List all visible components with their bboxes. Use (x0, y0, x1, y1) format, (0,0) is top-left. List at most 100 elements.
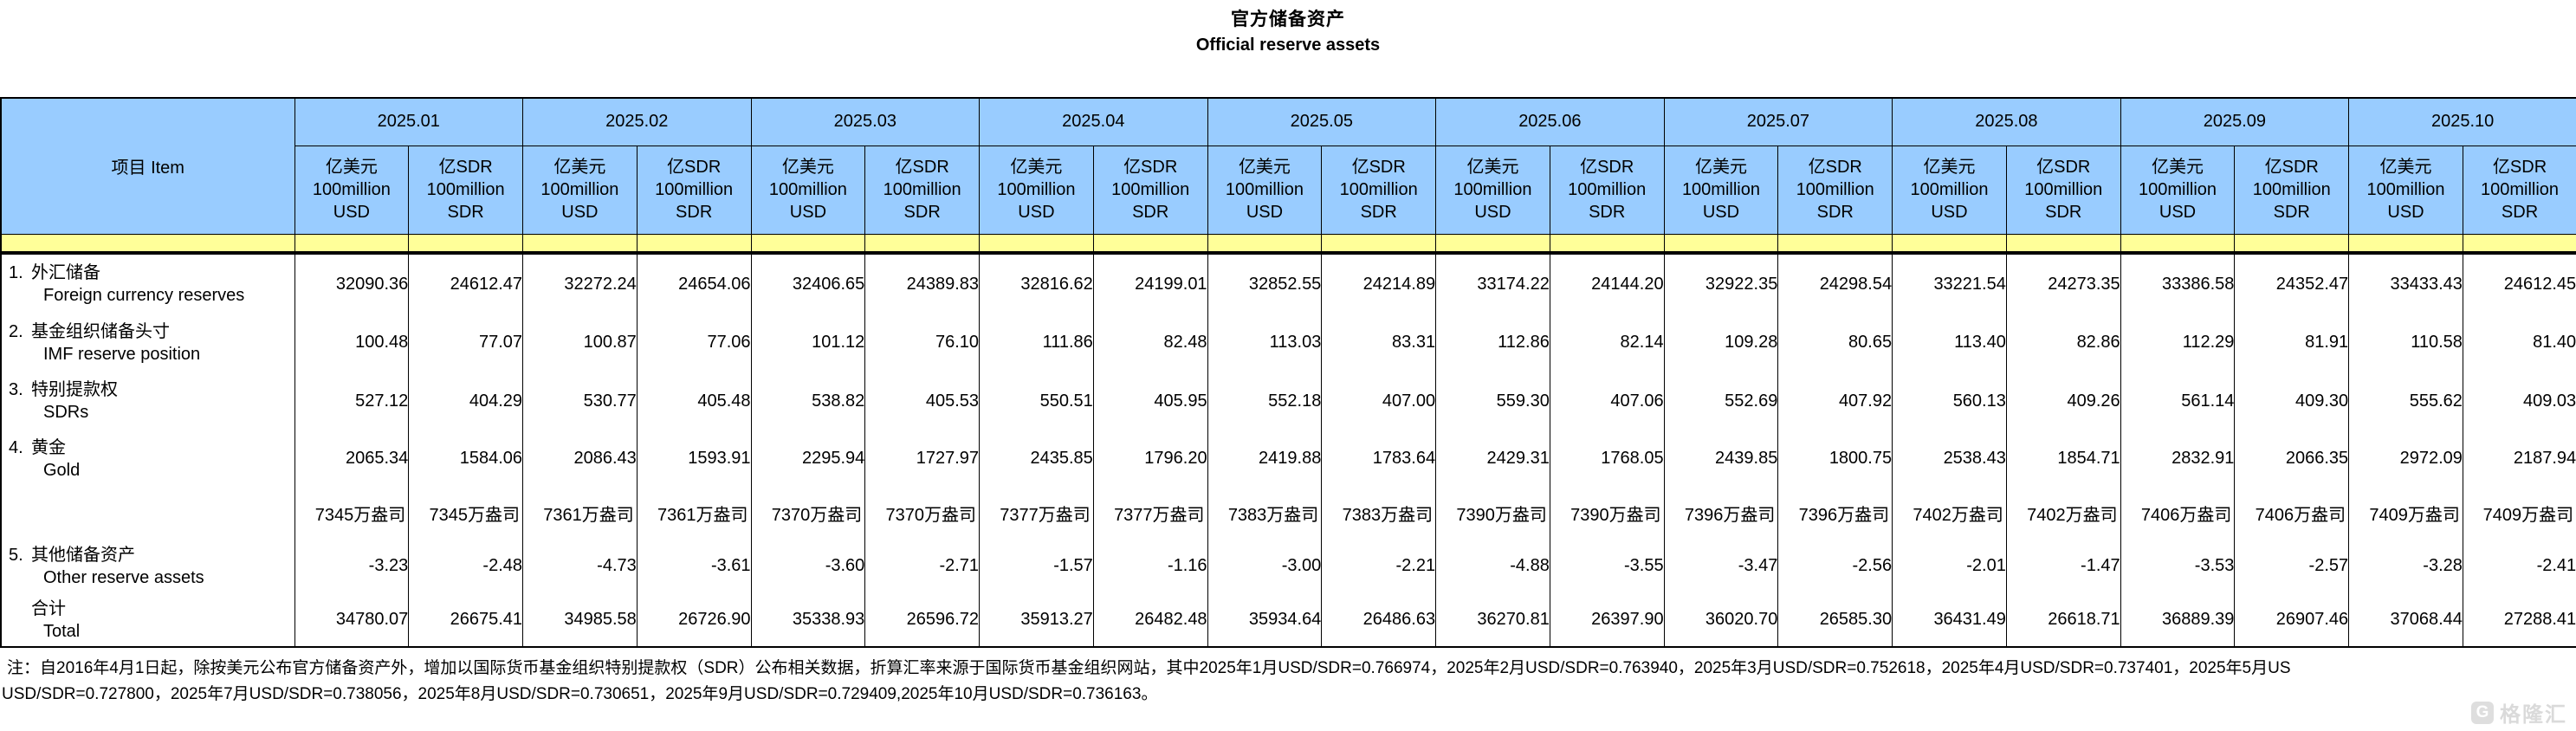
row-label-en: Gold (43, 460, 81, 480)
unit-header-line: 亿美元 (2379, 158, 2432, 177)
value-cell: 26397.90 (1549, 593, 1665, 647)
row-label: 5. 其他储备资产 Other reserve assets (2, 544, 294, 589)
month-header-cell: 2025.07 (1663, 97, 1893, 146)
row-label-text: 合计 Total (31, 598, 80, 643)
month-header-cell: 2025.01 (294, 97, 524, 146)
unit-header-line: SDR (676, 203, 713, 222)
yellow-spacer-cell (979, 233, 1094, 255)
value-cell: 7370万盎司 (864, 487, 981, 539)
row-number: 4. (9, 437, 23, 457)
unit-sdr-header-cell: 亿SDR 100million SDR (2005, 145, 2121, 235)
unit-header-line: 亿美元 (553, 158, 606, 177)
value-cell: 407.00 (1321, 372, 1437, 430)
unit-header-line: 亿SDR (2264, 158, 2319, 177)
value-cell: -1.16 (1092, 539, 1208, 593)
yellow-spacer-cell (2348, 233, 2463, 255)
value-cell: 1768.05 (1549, 430, 1665, 487)
value-cell: 7383万盎司 (1207, 487, 1323, 539)
unit-header-line: 100million (1225, 180, 1304, 199)
value-cell: 561.14 (2120, 372, 2236, 430)
unit-header-line: SDR (2501, 203, 2539, 222)
month-header-cell: 2025.03 (750, 97, 981, 146)
value-cell: 32090.36 (294, 253, 410, 314)
row-label-cell: 4. 黄金 Gold (0, 430, 295, 487)
unit-header-line: 亿美元 (2152, 158, 2204, 177)
row-label-cell: 1. 外汇储备 Foreign currency reserves (0, 253, 295, 314)
value-cell: 560.13 (1892, 372, 2007, 430)
unit-sdr-header-cell: 亿SDR 100million SDR (1321, 145, 1437, 235)
value-cell: 32406.65 (750, 253, 866, 314)
value-cell: 7409万盎司 (2462, 487, 2576, 539)
value-cell: 26482.48 (1092, 593, 1208, 647)
row-label-text: 外汇储备 Foreign currency reserves (31, 262, 244, 307)
value-cell: 77.06 (636, 314, 752, 372)
table-row: 5. 其他储备资产 Other reserve assets -3.23 -2.48 -4… (0, 539, 2576, 593)
value-cell: 82.48 (1092, 314, 1208, 372)
unit-header-line: USD (1931, 203, 1968, 222)
value-cell: 7377万盎司 (1092, 487, 1208, 539)
value-cell: 405.95 (1092, 372, 1208, 430)
unit-header-line: SDR (1589, 203, 1626, 222)
table-header: 项目 Item 2025.01 2025.02 2025.03 2025.04 2025… (0, 97, 2576, 255)
row-label-text: 其他储备资产 Other reserve assets (31, 544, 204, 589)
value-cell: 7390万盎司 (1435, 487, 1550, 539)
unit-header-line: USD (1246, 203, 1284, 222)
unit-header-line: 100million (312, 180, 391, 199)
yellow-spacer-cell (522, 233, 638, 255)
month-header-cell: 2025.09 (2120, 97, 2350, 146)
value-cell: 2086.43 (522, 430, 638, 487)
unit-header-line: USD (1702, 203, 1740, 222)
value-cell: 24612.47 (408, 253, 524, 314)
title-block: 官方储备资产 Official reserve assets (0, 5, 2576, 55)
unit-header-line: 100million (1910, 180, 1989, 199)
value-cell: 1796.20 (1092, 430, 1208, 487)
value-cell: 80.65 (1777, 314, 1893, 372)
yellow-spacer-cell (0, 233, 295, 255)
value-cell: 33174.22 (1435, 253, 1550, 314)
item-header-cell: 项目 Item (0, 97, 295, 235)
value-cell: -3.53 (2120, 539, 2236, 593)
row-label-text: 黄金 Gold (31, 437, 80, 482)
unit-header-line: 100million (2024, 180, 2103, 199)
value-cell: 24199.01 (1092, 253, 1208, 314)
row-label: 4. 黄金 Gold (2, 437, 294, 482)
value-cell: 7409万盎司 (2348, 487, 2463, 539)
value-cell: 81.91 (2234, 314, 2350, 372)
unit-header-line: SDR (1132, 203, 1169, 222)
value-cell: 113.40 (1892, 314, 2007, 372)
yellow-spacer-cell (1663, 233, 1779, 255)
yellow-spacer-cell (1892, 233, 2007, 255)
unit-header-line: 亿美元 (1694, 158, 1747, 177)
value-cell: 24298.54 (1777, 253, 1893, 314)
unit-header-line: SDR (1816, 203, 1854, 222)
row-label-en: Other reserve assets (43, 567, 204, 587)
row-label-text: 基金组织储备头寸 IMF reserve position (31, 320, 200, 366)
unit-header-line: 亿SDR (438, 158, 493, 177)
value-cell: 7361万盎司 (522, 487, 638, 539)
value-cell: 24654.06 (636, 253, 752, 314)
yellow-spacer-row (0, 233, 2576, 255)
value-cell: -3.28 (2348, 539, 2463, 593)
value-cell: 34985.58 (522, 593, 638, 647)
yellow-spacer-cell (636, 233, 752, 255)
unit-header-line: 100million (2252, 180, 2331, 199)
value-cell: -3.00 (1207, 539, 1323, 593)
yellow-spacer-cell (294, 233, 410, 255)
value-cell: 409.03 (2462, 372, 2576, 430)
value-cell: 7345万盎司 (408, 487, 524, 539)
value-cell: 24273.35 (2005, 253, 2121, 314)
value-cell: 7390万盎司 (1549, 487, 1665, 539)
value-cell: -2.48 (408, 539, 524, 593)
row-label-zh: 特别提款权 (31, 380, 118, 399)
value-cell: 36270.81 (1435, 593, 1550, 647)
value-cell: 36020.70 (1663, 593, 1779, 647)
unit-usd-header-cell: 亿美元 100million USD (1207, 145, 1323, 235)
value-cell: -2.71 (864, 539, 981, 593)
value-cell: 113.03 (1207, 314, 1323, 372)
value-cell: 527.12 (294, 372, 410, 430)
value-cell: -1.47 (2005, 539, 2121, 593)
value-cell: 82.14 (1549, 314, 1665, 372)
value-cell: -4.88 (1435, 539, 1550, 593)
value-cell: 26675.41 (408, 593, 524, 647)
value-cell: 2972.09 (2348, 430, 2463, 487)
